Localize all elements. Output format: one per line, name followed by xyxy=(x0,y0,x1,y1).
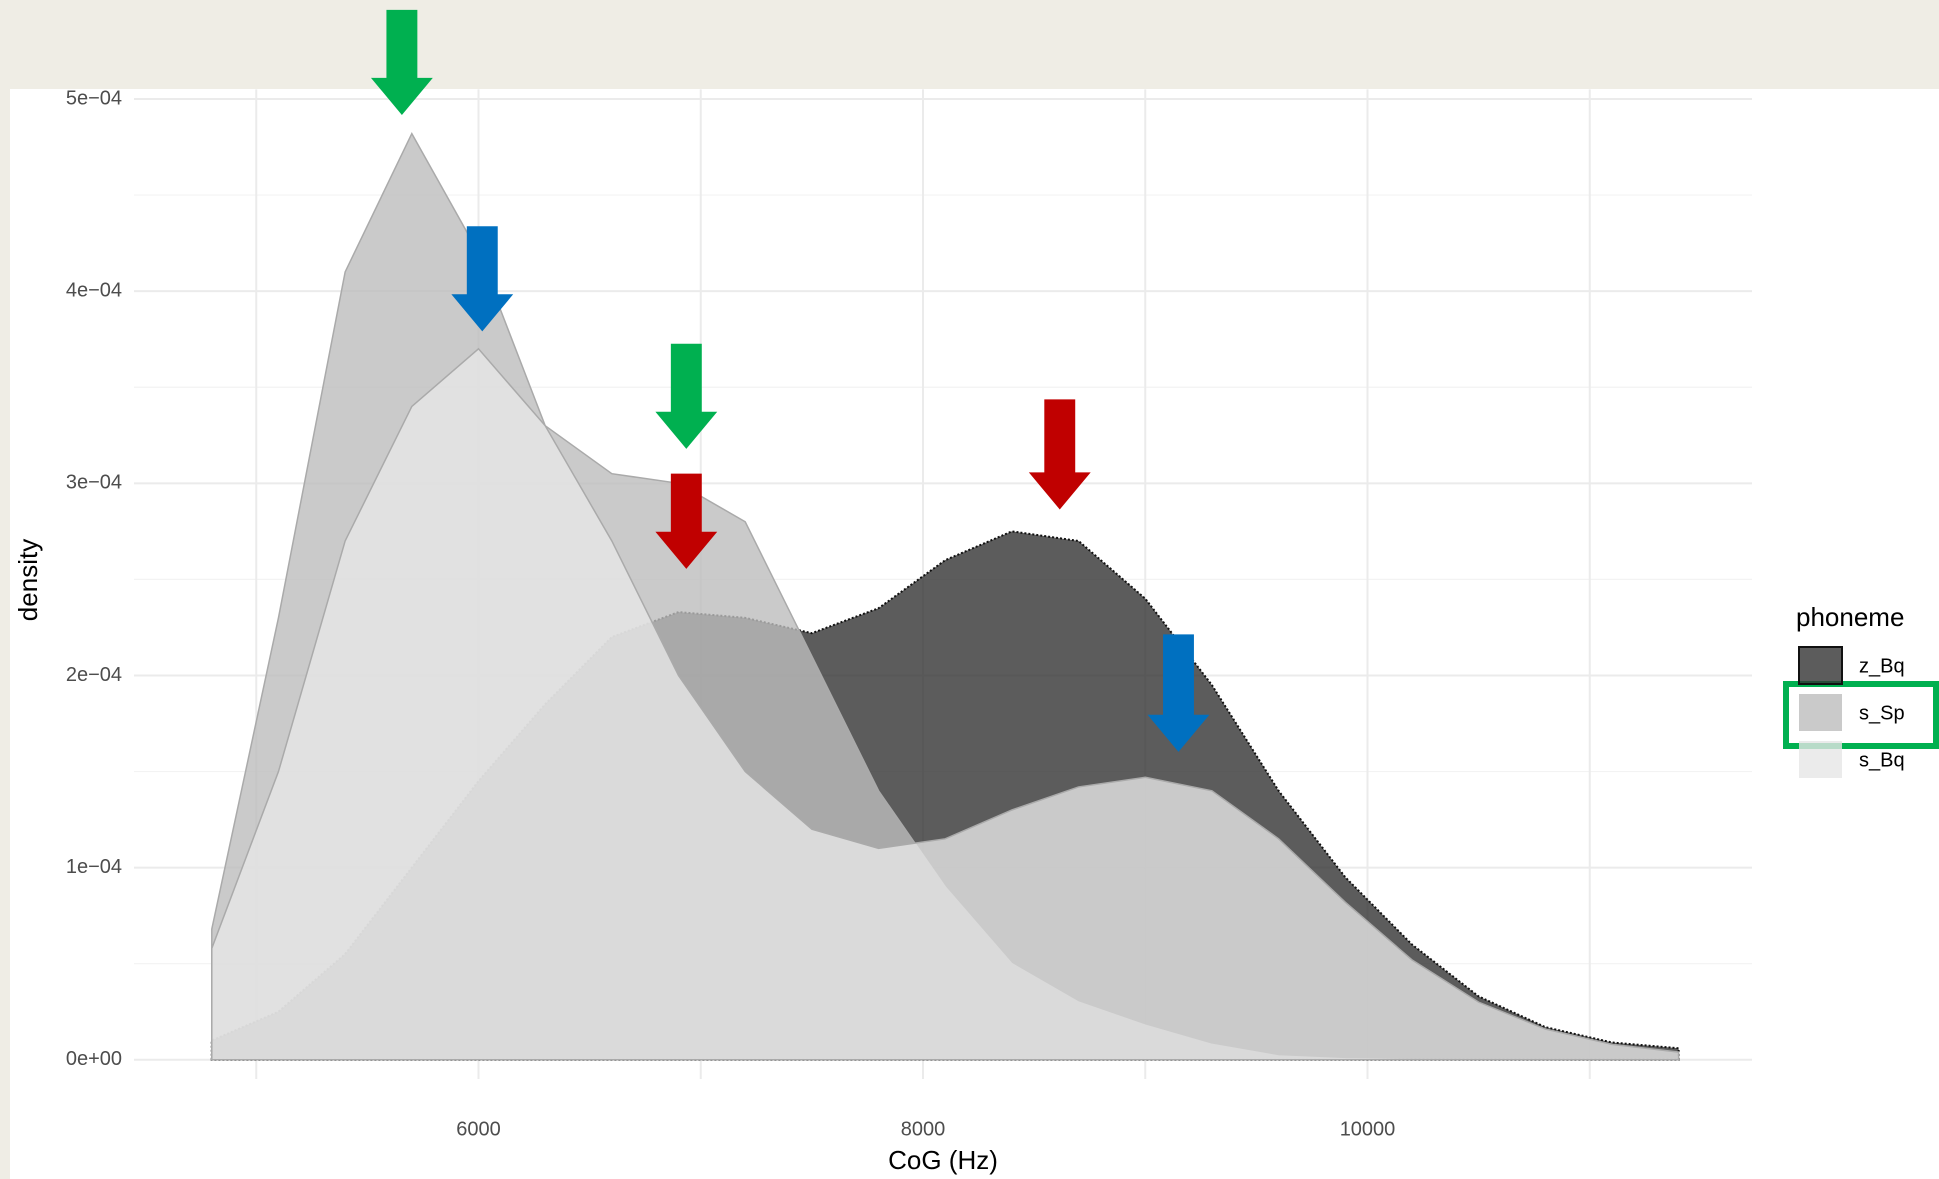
x-tick-label: 8000 xyxy=(901,1118,946,1140)
legend-label: s_Sp xyxy=(1859,702,1905,724)
arrow xyxy=(1028,399,1091,510)
legend-key xyxy=(1798,646,1843,685)
y-tick-label: 1e−04 xyxy=(66,856,122,878)
areas xyxy=(210,131,1680,1061)
arrow xyxy=(655,343,718,449)
legend-label: s_Bq xyxy=(1859,749,1905,771)
top-band xyxy=(0,0,1939,89)
arrow xyxy=(370,9,433,116)
x-tick-label: 6000 xyxy=(456,1118,501,1140)
legend-key xyxy=(1799,741,1842,778)
y-tick-label: 2e−04 xyxy=(66,664,122,686)
legend-key xyxy=(1799,694,1842,731)
y-tick-label: 0e+00 xyxy=(66,1048,122,1070)
arrow xyxy=(1147,634,1210,752)
legend-label: z_Bq xyxy=(1859,655,1905,677)
density-area xyxy=(211,347,1680,1061)
arrows xyxy=(370,9,1210,752)
legend-title: phoneme xyxy=(1796,602,1904,632)
highlight-box xyxy=(1783,681,1939,749)
x-tick-label: 10000 xyxy=(1340,1118,1396,1140)
x-axis-title: CoG (Hz) xyxy=(888,1145,998,1175)
arrow xyxy=(451,226,514,332)
y-tick-label: 5e−04 xyxy=(66,87,122,109)
arrow xyxy=(655,473,718,569)
left-band xyxy=(0,0,10,1179)
y-tick-label: 3e−04 xyxy=(66,472,122,494)
y-axis-title: density xyxy=(13,539,43,621)
y-tick-label: 4e−04 xyxy=(66,279,122,301)
